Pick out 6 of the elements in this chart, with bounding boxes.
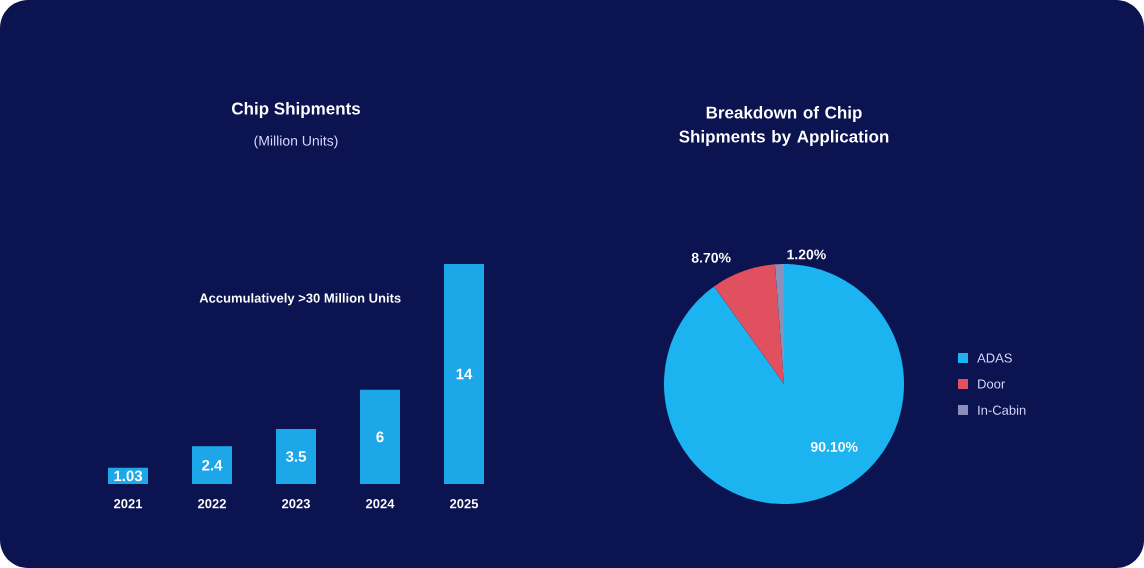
chart-title: Breakdown of Chip Shipments by Application	[679, 106, 889, 146]
bar	[444, 264, 485, 484]
chart-title: Chip Shipments	[232, 102, 360, 118]
bar	[276, 429, 316, 484]
bar	[192, 446, 232, 484]
bar	[360, 389, 401, 484]
